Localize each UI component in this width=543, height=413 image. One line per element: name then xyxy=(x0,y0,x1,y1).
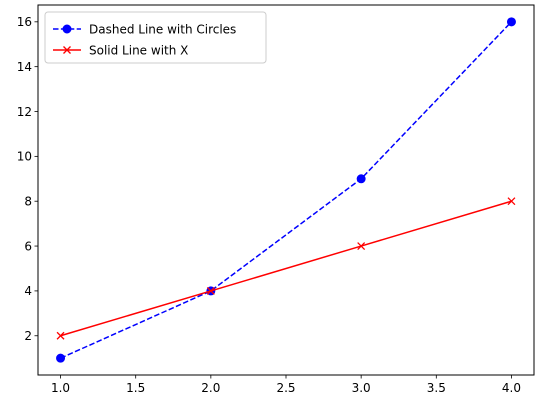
y-tick-label: 12 xyxy=(17,105,32,119)
series-2-point xyxy=(206,286,215,295)
y-tick-label: 10 xyxy=(17,150,32,164)
x-tick-label: 4.0 xyxy=(502,381,521,395)
x-tick-label: 2.0 xyxy=(201,381,220,395)
legend-marker-series-1 xyxy=(62,24,72,34)
x-tick-label: 3.5 xyxy=(427,381,446,395)
x-tick-label: 1.5 xyxy=(126,381,145,395)
y-tick-label: 8 xyxy=(24,195,32,209)
series-line-1 xyxy=(60,21,512,359)
series-1-point xyxy=(506,17,516,27)
series-line-2 xyxy=(60,200,512,337)
x-tick-label: 2.5 xyxy=(276,381,295,395)
legend-entry-series-1: Dashed Line with Circles xyxy=(53,23,236,37)
legend-label-series-2: Solid Line with X xyxy=(89,44,188,58)
x-tick-label: 1.0 xyxy=(51,381,70,395)
series-layer xyxy=(56,17,516,363)
x-tick-label: 3.0 xyxy=(352,381,371,395)
legend-label-series-1: Dashed Line with Circles xyxy=(89,23,236,37)
series-2-point xyxy=(507,197,516,206)
legend-marker-shape xyxy=(62,24,72,34)
y-tick-label: 6 xyxy=(24,239,32,253)
series-2-point xyxy=(56,331,65,340)
series-2-point xyxy=(357,242,366,251)
y-tick-label: 4 xyxy=(24,284,32,298)
y-tick-label: 14 xyxy=(17,60,32,74)
legend-marker-shape xyxy=(63,46,71,54)
legend-marker-series-2 xyxy=(63,46,71,54)
legend-box xyxy=(44,11,267,64)
y-tick-label: 16 xyxy=(17,15,32,29)
x-axis-ticks: 1.0 1.5 2.0 2.5 3.0 3.5 4.0 xyxy=(51,375,521,395)
series-1-point xyxy=(356,174,366,184)
legend-entry-series-2: Solid Line with X xyxy=(53,44,188,58)
y-axis-ticks: 2 4 6 8 10 12 14 16 xyxy=(17,15,38,343)
series-1-point xyxy=(56,353,66,363)
plot-area xyxy=(38,5,534,375)
legend: Dashed Line with Circles Solid Line with… xyxy=(44,11,267,64)
y-tick-label: 2 xyxy=(24,329,32,343)
